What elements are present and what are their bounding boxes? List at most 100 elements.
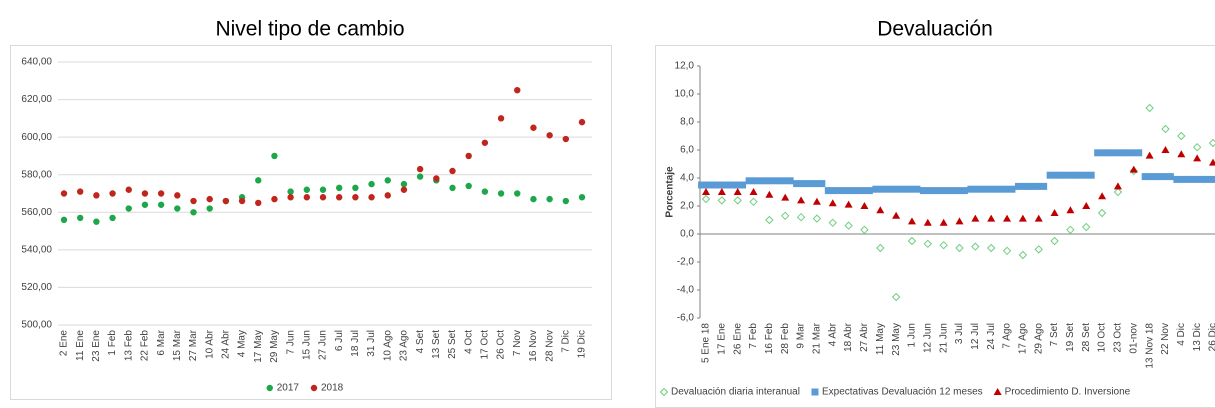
point	[578, 194, 586, 201]
point	[1078, 171, 1095, 179]
x-tick-label: 28 Set	[1081, 323, 1092, 352]
legend-symbol	[811, 388, 819, 396]
point	[1034, 245, 1043, 254]
point	[1157, 173, 1174, 181]
point	[384, 177, 391, 184]
point	[433, 175, 440, 182]
point	[1173, 175, 1190, 183]
point	[465, 152, 472, 160]
point	[733, 196, 742, 205]
x-tick-label: 24 Jul	[986, 323, 997, 350]
point	[141, 190, 149, 197]
x-tick-label: 31 Jul	[366, 330, 377, 357]
point	[271, 152, 278, 160]
point	[904, 185, 921, 193]
point	[919, 187, 937, 195]
point	[400, 186, 408, 193]
point	[1110, 149, 1127, 157]
point	[76, 214, 84, 222]
point	[335, 184, 343, 192]
y-tick-label: 500,00	[21, 320, 52, 331]
x-tick-label: 22 Nov	[1160, 323, 1171, 355]
point	[546, 132, 553, 139]
point	[1002, 246, 1012, 256]
legend-label: 2017	[277, 383, 300, 394]
point	[891, 292, 901, 302]
x-tick-label: 21 Mar	[812, 322, 823, 354]
point	[1082, 202, 1091, 209]
point	[698, 181, 715, 189]
point	[717, 196, 727, 205]
point	[400, 180, 408, 188]
point	[1003, 214, 1012, 222]
point	[872, 185, 889, 193]
point	[1145, 103, 1154, 113]
x-tick-label: 1 Jun	[907, 323, 918, 347]
point	[190, 209, 197, 216]
point	[860, 202, 869, 209]
x-tick-label: 6 Mar	[156, 329, 167, 355]
point	[987, 214, 996, 222]
x-tick-label: 18 Jul	[350, 330, 361, 357]
x-tick-label: 21 Jun	[938, 323, 949, 353]
x-tick-label: 7 Ago	[1002, 323, 1013, 349]
point	[812, 197, 821, 205]
y-tick-label: 8,0	[680, 117, 694, 128]
point	[828, 218, 837, 228]
x-tick-label: 23 May	[891, 323, 902, 356]
point	[319, 186, 327, 193]
point	[222, 197, 230, 205]
point	[1082, 222, 1091, 232]
point	[796, 212, 806, 222]
x-tick-label: 28 Nov	[544, 330, 555, 362]
point	[481, 139, 489, 146]
point	[840, 187, 858, 195]
point	[1161, 146, 1170, 153]
point	[125, 186, 132, 193]
x-tick-label: 12 Jun	[922, 323, 933, 353]
point	[1125, 149, 1143, 157]
legend-label: Devaluación diaria interanual	[671, 387, 800, 398]
point	[60, 216, 68, 223]
x-tick-label: 17 Oct	[480, 330, 491, 360]
point	[907, 236, 917, 246]
x-tick-label: 13 Feb	[123, 330, 134, 362]
point	[497, 115, 505, 122]
x-tick-label: 13 Nov 18	[1144, 323, 1155, 369]
point	[449, 184, 456, 192]
x-tick-label: 7 Feb	[748, 323, 759, 349]
point	[335, 194, 343, 201]
point	[109, 214, 116, 222]
point	[416, 173, 424, 180]
point	[828, 199, 837, 207]
point	[1145, 151, 1154, 159]
point	[530, 124, 537, 131]
point	[546, 195, 553, 203]
point	[1062, 171, 1079, 179]
x-tick-label: 6 Jul	[334, 330, 345, 351]
point	[999, 185, 1016, 193]
legend-label: Procedimiento D. Inversione	[1005, 387, 1131, 398]
y-axis-label: Porcentaje	[665, 166, 676, 218]
point	[844, 200, 853, 208]
point	[255, 177, 262, 184]
point	[1050, 236, 1059, 246]
x-tick-label: 10 Ago	[382, 330, 393, 362]
x-tick-label: 16 Feb	[764, 323, 775, 355]
point	[876, 243, 885, 253]
legend-label: 2018	[321, 383, 344, 394]
point	[951, 187, 968, 195]
panel	[10, 45, 612, 400]
point	[157, 190, 165, 197]
x-tick-label: 23 Oct	[1113, 323, 1124, 353]
x-tick-label: 1 Feb	[107, 330, 118, 356]
point	[1046, 171, 1063, 179]
y-tick-label: 6,0	[680, 145, 694, 156]
point	[287, 188, 294, 195]
x-tick-label: 22 Feb	[140, 330, 151, 362]
point	[781, 193, 790, 201]
x-tick-label: 27 Mar	[188, 329, 199, 361]
point	[1097, 208, 1107, 218]
x-tick-label: 17 May	[253, 330, 264, 363]
point	[174, 205, 181, 212]
